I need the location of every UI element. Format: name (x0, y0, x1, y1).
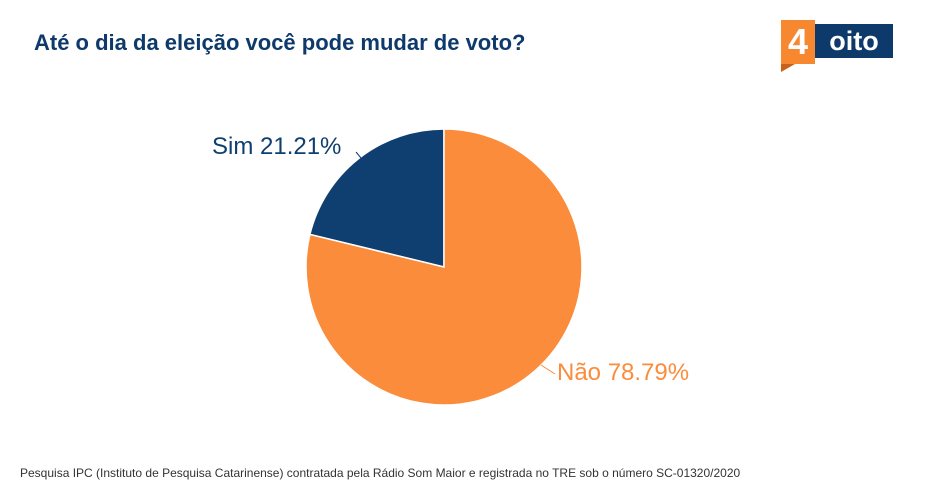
source-note: Pesquisa IPC (Instituto de Pesquisa Cata… (20, 466, 741, 480)
label-leader-line (540, 364, 556, 375)
chart-title: Até o dia da eleição você pode mudar de … (34, 30, 526, 55)
label-leader-line (355, 151, 362, 159)
pie-data-label: Sim 21.21% (212, 133, 341, 160)
pie-slice-no (305, 128, 583, 406)
pie-data-label: Não 78.79% (557, 359, 689, 386)
brand-logo: 4 oito (781, 20, 893, 72)
logo-digit: 4 (781, 20, 815, 64)
logo-word: oito (815, 24, 893, 58)
pie-slice-sim (308, 128, 445, 268)
